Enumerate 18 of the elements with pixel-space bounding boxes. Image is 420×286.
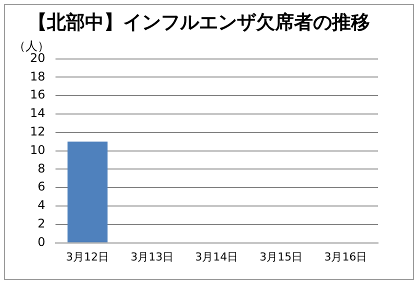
chart-title: 【北部中】インフルエンザ欠席者の推移: [28, 11, 370, 34]
y-tick-label: 0: [38, 234, 46, 249]
x-tick-label: 3月13日: [130, 250, 174, 264]
y-tick-label: 12: [30, 124, 46, 139]
y-tick-label: 10: [30, 142, 46, 157]
y-tick-label: 18: [30, 69, 46, 84]
x-tick-label: 3月15日: [260, 250, 303, 264]
y-tick-label: 16: [30, 88, 46, 102]
y-tick-label: 4: [38, 198, 46, 212]
y-tick-label: 20: [30, 50, 46, 65]
x-tick-label: 3月16日: [324, 250, 368, 264]
y-axis-title: （人）: [14, 38, 50, 53]
y-tick-label: 14: [30, 106, 46, 120]
y-tick-label: 2: [38, 216, 46, 231]
x-tick-label: 3月14日: [195, 250, 238, 264]
x-tick-label: 3月12日: [66, 250, 110, 264]
y-tick-label: 8: [38, 161, 46, 176]
y-tick-label: 6: [38, 180, 46, 194]
